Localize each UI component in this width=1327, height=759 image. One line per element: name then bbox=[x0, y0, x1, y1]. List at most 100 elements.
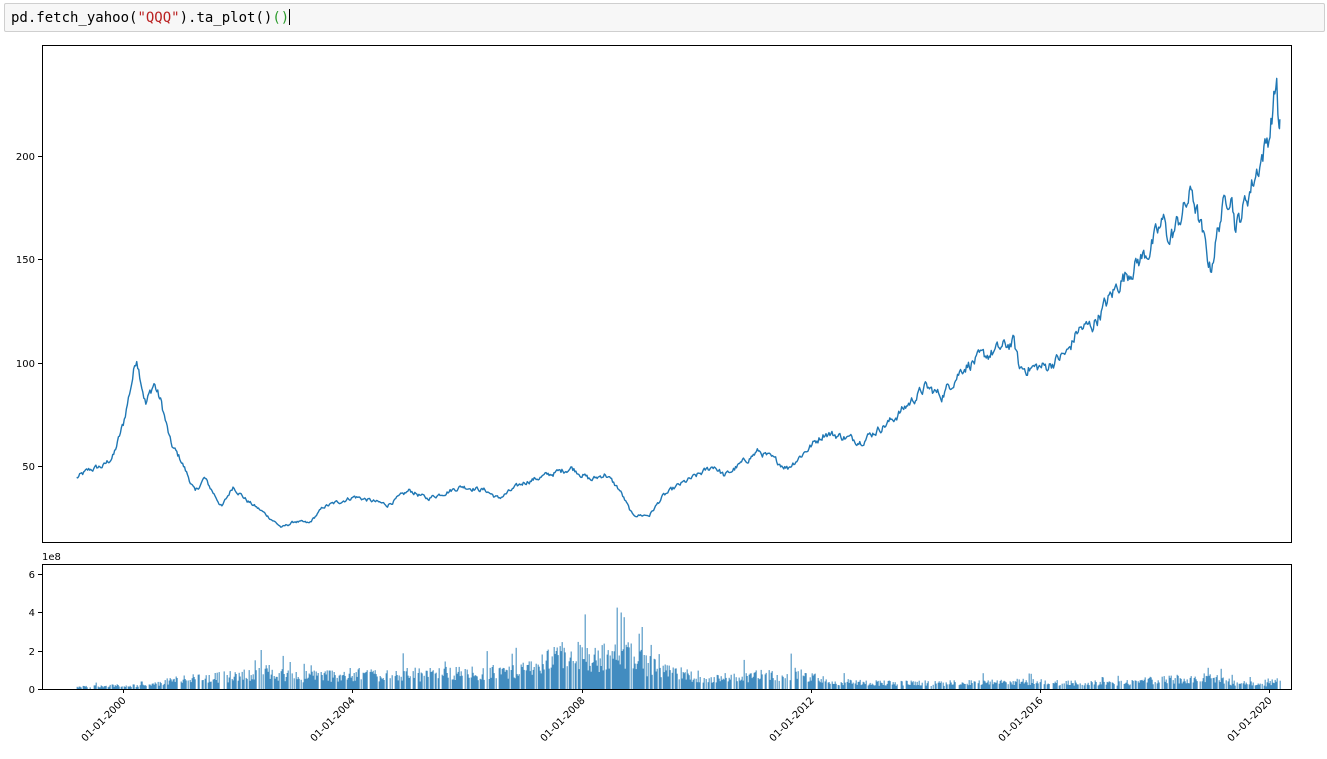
volume-bar bbox=[884, 685, 886, 689]
volume-bar bbox=[962, 682, 964, 689]
volume-bar bbox=[1058, 685, 1060, 689]
volume-bar bbox=[702, 682, 704, 689]
volume-bar bbox=[554, 653, 556, 689]
volume-bar bbox=[284, 681, 286, 689]
volume-bar bbox=[370, 669, 372, 689]
volume-bar bbox=[180, 681, 182, 689]
code-cell-input[interactable]: pd.fetch_yahoo("QQQ").ta_plot()() bbox=[4, 3, 1325, 32]
volume-bar bbox=[323, 673, 325, 689]
volume-bar bbox=[1094, 680, 1096, 689]
volume-bar bbox=[540, 673, 542, 689]
volume-bar bbox=[705, 679, 707, 689]
volume-bar bbox=[1137, 681, 1139, 689]
volume-bar bbox=[446, 673, 448, 689]
volume-bar bbox=[1098, 684, 1100, 689]
volume-bar bbox=[557, 655, 559, 689]
volume-bar bbox=[840, 682, 842, 689]
volume-bar bbox=[313, 670, 315, 689]
volume-bar bbox=[374, 670, 376, 689]
volume-bar bbox=[963, 683, 965, 689]
volume-bar bbox=[389, 678, 391, 689]
volume-bar bbox=[273, 676, 275, 689]
volume-bar bbox=[875, 680, 877, 689]
volume-bar bbox=[1210, 678, 1212, 689]
volume-bar bbox=[593, 654, 595, 689]
volume-bar bbox=[1123, 684, 1125, 689]
volume-bar bbox=[451, 679, 453, 689]
volume-bar bbox=[170, 679, 172, 689]
volume-bar bbox=[927, 681, 929, 689]
volume-bar bbox=[1231, 674, 1233, 689]
volume-bar bbox=[618, 655, 620, 689]
volume-bar bbox=[445, 666, 447, 689]
volume-bar bbox=[626, 647, 628, 689]
volume-bar bbox=[1028, 673, 1030, 689]
volume-bar bbox=[680, 667, 682, 689]
volume-bar bbox=[481, 674, 483, 689]
volume-bar bbox=[920, 685, 922, 689]
volume-bar bbox=[1232, 683, 1234, 689]
volume-bar bbox=[103, 686, 105, 689]
volume-bar bbox=[360, 679, 362, 689]
volume-bar bbox=[612, 658, 614, 689]
volume-bar bbox=[1029, 684, 1031, 689]
volume-bar bbox=[380, 677, 382, 689]
volume-bar bbox=[336, 677, 338, 689]
volume-bar bbox=[300, 679, 302, 689]
x-tick-label: 01-01-2000 bbox=[80, 695, 129, 744]
volume-axes-frame bbox=[42, 564, 1292, 690]
volume-bar bbox=[813, 674, 815, 689]
volume-bar bbox=[99, 687, 101, 689]
volume-bars bbox=[76, 607, 1281, 689]
volume-bar bbox=[1074, 680, 1076, 689]
volume-bar bbox=[246, 678, 248, 689]
volume-bar bbox=[713, 677, 715, 689]
volume-bar bbox=[1102, 677, 1104, 689]
volume-bar bbox=[1061, 683, 1063, 689]
volume-bar bbox=[1188, 683, 1190, 689]
volume-bar bbox=[578, 669, 580, 689]
volume-bar bbox=[564, 652, 566, 689]
volume-bar bbox=[1103, 681, 1105, 689]
volume-bar bbox=[508, 666, 510, 689]
volume-bar bbox=[895, 685, 897, 689]
volume-bar bbox=[461, 675, 463, 689]
x-tick-label: 01-01-2016 bbox=[997, 695, 1046, 744]
volume-bar bbox=[248, 670, 250, 689]
volume-bar bbox=[437, 678, 439, 689]
volume-bar bbox=[1015, 681, 1017, 689]
volume-bar bbox=[1240, 683, 1242, 689]
x-tick-label: 01-01-2012 bbox=[768, 695, 817, 744]
volume-bar bbox=[253, 679, 255, 689]
volume-bar bbox=[1134, 680, 1136, 689]
volume-bar bbox=[696, 682, 698, 689]
volume-bar bbox=[420, 672, 422, 689]
volume-bar bbox=[287, 670, 289, 689]
volume-bar bbox=[483, 679, 485, 689]
volume-bar bbox=[1084, 683, 1086, 689]
volume-bar bbox=[646, 676, 648, 689]
volume-bar bbox=[1112, 682, 1114, 689]
volume-bar bbox=[974, 681, 976, 689]
volume-bar bbox=[587, 670, 589, 689]
volume-bar bbox=[551, 656, 553, 689]
volume-bar bbox=[176, 678, 178, 689]
volume-bar bbox=[364, 672, 366, 689]
volume-bar bbox=[716, 674, 718, 689]
volume-bar bbox=[136, 685, 138, 689]
volume-bar bbox=[856, 684, 858, 689]
code-prefix: pd.fetch_yahoo( bbox=[11, 10, 138, 26]
volume-bar bbox=[537, 664, 539, 689]
volume-bar bbox=[452, 679, 454, 689]
volume-bar bbox=[1056, 680, 1058, 689]
volume-bar bbox=[250, 675, 252, 689]
volume-bar bbox=[882, 685, 884, 689]
volume-bar bbox=[82, 685, 84, 689]
volume-bar bbox=[339, 674, 341, 689]
volume-bar bbox=[870, 685, 872, 689]
volume-bar bbox=[1129, 684, 1131, 689]
volume-bar bbox=[400, 676, 402, 689]
volume-bar bbox=[289, 662, 291, 689]
volume-bar bbox=[516, 674, 518, 689]
volume-bar bbox=[800, 669, 802, 689]
